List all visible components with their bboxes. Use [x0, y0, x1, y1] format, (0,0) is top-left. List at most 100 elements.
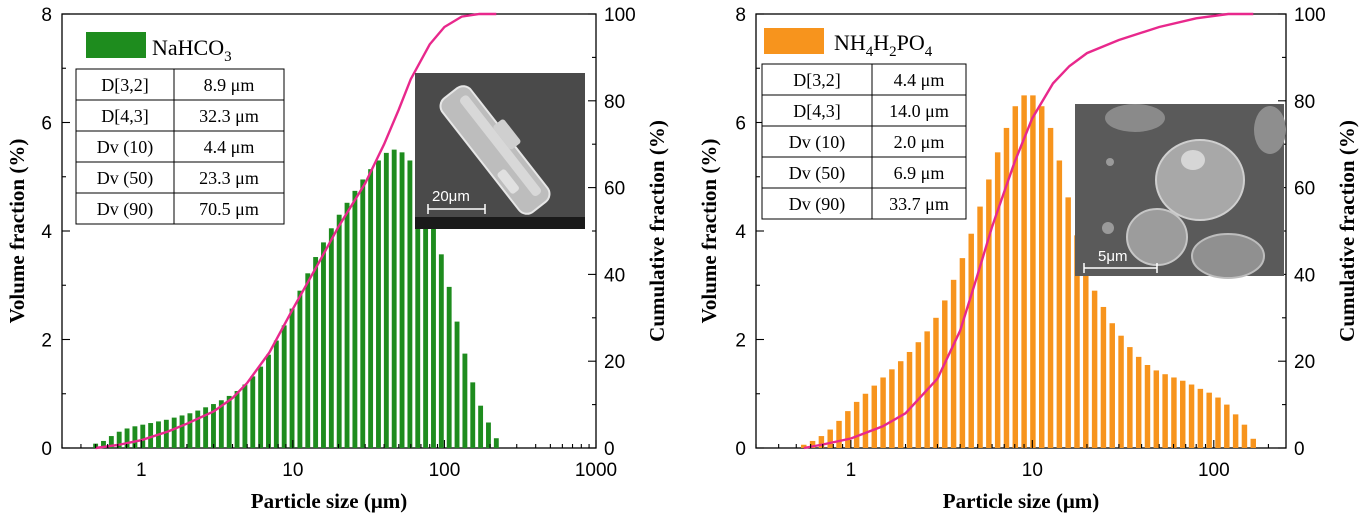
bar: [101, 440, 106, 448]
bar: [1127, 347, 1133, 448]
bar: [880, 377, 886, 448]
y2-axis-ticks: 0 20 40 60 80 100: [588, 5, 636, 460]
table-param-label: Dv (50): [97, 168, 154, 189]
bar: [438, 254, 444, 448]
bar: [258, 366, 264, 448]
legend-swatch: [764, 28, 824, 54]
bar: [203, 407, 209, 448]
y-tick-label: 0: [735, 439, 746, 460]
bar: [1003, 127, 1010, 449]
y2-axis-label: Cumulative fraction (%): [1335, 120, 1359, 342]
bar: [297, 290, 303, 448]
x-axis-ticks: 1 10 100 1000: [61, 440, 617, 481]
table-param-label: D[3,2]: [793, 70, 841, 90]
bar: [1215, 397, 1221, 448]
table-param-value: 23.3 μm: [199, 168, 259, 188]
table-param-value: 32.3 μm: [199, 106, 259, 126]
bar: [478, 405, 484, 448]
y2-tick-label: 60: [1294, 179, 1315, 200]
bar: [827, 429, 833, 448]
bar: [968, 233, 974, 448]
y-tick-label: 8: [41, 5, 52, 26]
y-tick-label: 6: [735, 114, 746, 135]
x-tick-label: 100: [1198, 460, 1230, 481]
bar: [470, 382, 476, 448]
bar: [163, 419, 169, 448]
bar: [273, 340, 279, 448]
y2-tick-label: 40: [1294, 265, 1315, 286]
legend-label: NaHCO3: [152, 35, 232, 65]
legend-swatch: [86, 32, 146, 58]
bar: [1012, 106, 1019, 448]
bar-series: [93, 149, 499, 449]
bar: [116, 431, 122, 448]
bar: [431, 222, 436, 448]
bar: [289, 308, 295, 448]
table-param-value: 6.9 μm: [894, 163, 945, 183]
bar: [281, 325, 287, 448]
y-axis-label: Volume fraction (%): [5, 139, 29, 324]
y2-tick-label: 0: [604, 439, 615, 460]
bar: [994, 152, 1001, 448]
bar: [1118, 335, 1124, 448]
y2-tick-label: 100: [1294, 5, 1326, 26]
table-param-label: Dv (10): [97, 137, 154, 158]
x-tick-label: 1: [136, 460, 147, 481]
y-tick-label: 2: [735, 331, 746, 352]
bar: [352, 190, 358, 449]
bar: [108, 436, 114, 448]
table-param-label: Dv (50): [789, 163, 846, 184]
bar: [1038, 106, 1045, 448]
y2-tick-label: 80: [1294, 92, 1315, 113]
bar: [140, 424, 146, 448]
table-frame: [761, 63, 967, 220]
table-param-value: 70.5 μm: [199, 199, 259, 219]
table-param-value: 4.4 μm: [204, 137, 255, 157]
bar: [486, 422, 491, 448]
x-axis-ticks: 1 10 100: [755, 440, 1269, 481]
table-param-value: 2.0 μm: [894, 132, 945, 152]
inset-scale-label: 5μm: [1098, 248, 1127, 265]
bar: [336, 214, 342, 448]
y2-tick-label: 0: [1294, 439, 1305, 460]
bar: [493, 438, 499, 448]
bar: [321, 242, 326, 448]
bar: [1188, 384, 1195, 448]
bar: [1056, 160, 1063, 448]
y-tick-label: 8: [735, 5, 746, 26]
y-axis-label: Volume fraction (%): [697, 139, 721, 324]
bar: [124, 428, 130, 448]
bar: [195, 410, 201, 448]
table-param-label: Dv (90): [789, 194, 846, 215]
y2-tick-label: 20: [604, 352, 625, 373]
y2-tick-label: 40: [604, 265, 625, 286]
x-tick-label: 1000: [575, 460, 617, 481]
bar: [986, 179, 992, 448]
y2-axis-ticks: 0 20 40 60 80 100: [1278, 5, 1326, 460]
x-axis-label: Particle size (μm): [251, 489, 408, 513]
bar: [809, 440, 816, 448]
bar: [383, 152, 389, 448]
bar: [1250, 438, 1256, 448]
inset-scale-label: 20μm: [432, 188, 470, 205]
sem-inset-image: 20μm: [415, 73, 585, 229]
bar: [1241, 424, 1248, 448]
bar: [871, 385, 878, 448]
y2-tick-label: 80: [604, 92, 625, 113]
cumulative-curve: [95, 12, 497, 450]
bar: [1206, 392, 1212, 448]
y-axis-ticks: 0 2 4 6 8: [41, 5, 70, 460]
bar: [1091, 290, 1098, 448]
sem-inset-image: 5μm: [1075, 104, 1286, 279]
y-tick-label: 4: [41, 222, 52, 243]
bar: [187, 413, 193, 448]
bar: [1144, 364, 1151, 448]
table-param-value: 33.7 μm: [889, 194, 949, 214]
bar: [906, 351, 913, 448]
bar: [462, 353, 468, 448]
bar: [836, 420, 842, 448]
bar: [889, 369, 895, 448]
bar: [1047, 127, 1054, 449]
y2-tick-label: 60: [604, 179, 625, 200]
table-frame: [75, 68, 285, 225]
